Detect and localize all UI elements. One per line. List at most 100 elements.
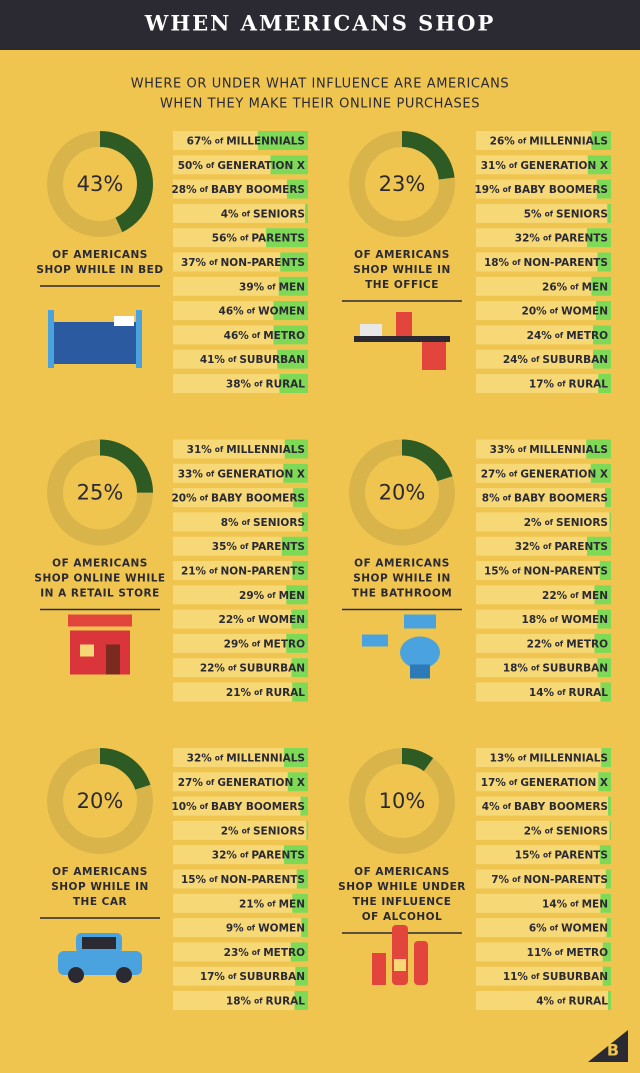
row-group: SUBURBAN <box>239 971 305 983</box>
row-label: 29% of METRO <box>224 638 305 650</box>
row-label: 33% of MILLENNIALS <box>490 444 608 456</box>
row-connector: of <box>206 161 215 170</box>
row-bar <box>602 942 611 962</box>
row-group: PARENTS <box>251 541 305 553</box>
row-bar <box>599 845 611 865</box>
row-value: 15% <box>181 874 207 886</box>
row-group: RURAL <box>265 687 305 699</box>
row-background <box>173 561 308 580</box>
row-value: 22% <box>527 638 553 650</box>
row-label: 22% of METRO <box>527 638 608 650</box>
caption-line: SHOP WHILE UNDER <box>338 881 466 893</box>
row-value: 23% <box>224 947 250 959</box>
row-group: METRO <box>263 330 305 342</box>
row-background <box>173 439 308 459</box>
row-value: 27% <box>178 777 204 789</box>
row-label: 5% of SENIORS <box>524 208 608 220</box>
row-label: 19% of BABY BOOMERS <box>474 184 608 196</box>
row-connector: of <box>247 924 256 933</box>
donut-arc <box>349 131 455 237</box>
row-group: PARENTS <box>554 541 608 553</box>
caption-line: THE OFFICE <box>365 279 439 291</box>
row-background <box>476 918 611 938</box>
panel: 23% OF AMERICANS SHOP WHILE IN THE OFFICE 26… <box>342 131 611 393</box>
row-bar <box>607 203 611 223</box>
row-connector: of <box>247 307 256 316</box>
row-label: 22% of WOMEN <box>219 614 305 626</box>
row-connector: of <box>242 826 251 835</box>
row-group: PARENTS <box>251 850 305 862</box>
row-label: 32% of MILLENNIALS <box>187 753 305 765</box>
header-bar <box>0 0 640 50</box>
row-group: METRO <box>263 638 305 650</box>
row-bar <box>291 609 308 629</box>
row-connector: of <box>503 802 512 811</box>
row-group: GENERATION X <box>520 160 608 172</box>
row-background <box>173 179 308 199</box>
logo: B <box>607 1041 619 1060</box>
row-bar <box>609 512 611 532</box>
row-label: 26% of MEN <box>542 281 608 293</box>
row-value: 21% <box>181 566 207 578</box>
row-bar <box>597 609 611 629</box>
row-background <box>476 682 611 702</box>
row-label: 11% of SUBURBAN <box>503 971 608 983</box>
icon <box>52 322 136 364</box>
row-value: 14% <box>542 898 568 910</box>
row-background <box>476 585 611 605</box>
row-background <box>476 820 611 840</box>
row-background <box>476 845 611 865</box>
icon <box>362 634 388 647</box>
row-group: BABY BOOMERS <box>211 493 305 505</box>
row-value: 18% <box>503 663 529 675</box>
row-bar <box>284 748 308 767</box>
row-connector: of <box>209 567 218 576</box>
row-value: 15% <box>484 566 510 578</box>
row-group: MEN <box>279 590 305 602</box>
row-bar <box>292 893 308 913</box>
row-bar <box>593 349 611 369</box>
row-label: 46% of WOMEN <box>219 306 305 318</box>
row-value: 46% <box>219 306 245 318</box>
row-connector: of <box>543 542 552 551</box>
row-bar <box>606 918 611 938</box>
row-connector: of <box>545 518 554 527</box>
row-bar <box>270 155 308 175</box>
row-background <box>476 966 611 986</box>
row-background <box>173 682 308 702</box>
row-label: 22% of MEN <box>542 590 608 602</box>
row-group: SUBURBAN <box>542 663 608 675</box>
subtitle: WHEN THEY MAKE THEIR ONLINE PURCHASES <box>160 97 480 112</box>
row-background <box>476 301 611 321</box>
row-value: 8% <box>221 517 239 529</box>
row-group: WOMEN <box>258 614 305 626</box>
donut-percent: 20% <box>379 481 426 505</box>
row-value: 14% <box>529 687 555 699</box>
row-bar <box>292 561 308 580</box>
row-label: 21% of NON-PARENTS <box>181 566 305 578</box>
row-value: 33% <box>178 468 204 480</box>
icon <box>80 644 94 657</box>
row-value: 10% <box>171 801 197 813</box>
row-background <box>173 658 308 678</box>
row-background <box>173 991 308 1010</box>
row-bar <box>591 131 611 150</box>
row-background <box>476 276 611 296</box>
row-label: 32% of PARENTS <box>212 850 305 862</box>
row-label: 24% of METRO <box>527 330 608 342</box>
row-label: 31% of MILLENNIALS <box>187 444 305 456</box>
row-connector: of <box>531 664 540 673</box>
row-label: 41% of SUBURBAN <box>200 354 305 366</box>
row-bar <box>278 276 308 296</box>
row-group: SUBURBAN <box>542 354 608 366</box>
row-value: 20% <box>522 306 548 318</box>
row-background <box>476 633 611 653</box>
icon <box>354 336 450 342</box>
row-background <box>476 942 611 962</box>
donut-percent: 43% <box>77 172 124 196</box>
row-bar <box>286 633 308 653</box>
row-connector: of <box>570 282 579 291</box>
row-value: 7% <box>491 874 509 886</box>
row-label: 14% of MEN <box>542 898 608 910</box>
row-value: 26% <box>542 281 568 293</box>
